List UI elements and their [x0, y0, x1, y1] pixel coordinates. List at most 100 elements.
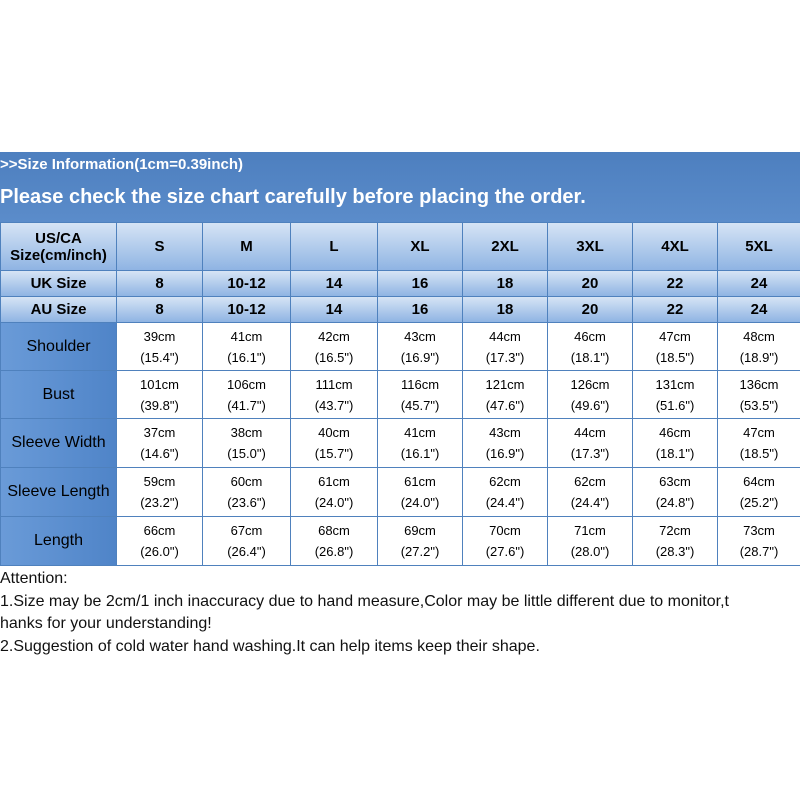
measure-cell: 121cm (47.6")	[462, 370, 548, 419]
measure-cell: 101cm (39.8")	[116, 370, 203, 419]
header-line: Size(cm/inch)	[10, 246, 107, 264]
measure-cell: 42cm (16.5")	[290, 322, 378, 371]
row-label: Sleeve Width	[0, 418, 117, 468]
size-cell: 24	[717, 270, 800, 297]
measure-cell: 46cm (18.1")	[632, 418, 718, 468]
measure-cell: 71cm (28.0")	[547, 516, 633, 566]
inch-value: (28.7")	[739, 544, 779, 559]
cm-value: 47cm	[659, 328, 691, 344]
cm-value: 126cm	[570, 376, 610, 392]
size-cell: 24	[717, 296, 800, 323]
measure-cell: 111cm (43.7")	[290, 370, 378, 419]
size-cell: 22	[632, 296, 718, 323]
cm-value: 70cm	[489, 523, 521, 538]
inch-value: (24.4")	[485, 495, 525, 510]
cm-value: 47cm	[743, 425, 775, 440]
column-header: XL	[377, 222, 463, 271]
cm-value: 66cm	[143, 523, 176, 538]
row-label: Shoulder	[0, 322, 117, 371]
size-cell: 20	[547, 296, 633, 323]
measure-cell: 106cm (41.7")	[202, 370, 291, 419]
inch-value: (49.6")	[570, 397, 610, 413]
column-header: 3XL	[547, 222, 633, 271]
inch-value: (18.1")	[655, 446, 695, 461]
inch-value: (16.9")	[485, 446, 525, 461]
measure-cell: 68cm (26.8")	[290, 516, 378, 566]
inch-value: (39.8")	[140, 397, 179, 413]
inch-value: (53.5")	[739, 397, 779, 413]
inch-value: (16.5")	[314, 349, 354, 365]
size-cell: 18	[462, 296, 548, 323]
inch-value: (45.7")	[400, 397, 440, 413]
cm-value: 46cm	[659, 425, 691, 440]
cm-value: 59cm	[143, 474, 176, 489]
column-header: 5XL	[717, 222, 800, 271]
measure-cell: 70cm (27.6")	[462, 516, 548, 566]
measure-cell: 67cm (26.4")	[202, 516, 291, 566]
inch-value: (18.9")	[739, 349, 779, 365]
header-line: US/CA	[35, 229, 82, 247]
row-label: Sleeve Length	[0, 467, 117, 517]
inch-value: (15.0")	[227, 446, 266, 461]
inch-value: (16.1")	[400, 446, 440, 461]
column-header: M	[202, 222, 291, 271]
cm-value: 116cm	[400, 376, 440, 392]
measure-cell: 64cm (25.2")	[717, 467, 800, 517]
cm-value: 37cm	[143, 425, 176, 440]
cm-value: 111cm	[315, 376, 353, 392]
attention: Attention: 1.Size may be 2cm/1 inch inacc…	[0, 568, 729, 658]
cm-value: 106cm	[226, 376, 267, 392]
measure-cell: 47cm (18.5")	[632, 322, 718, 371]
cm-value: 62cm	[489, 474, 521, 489]
measure-cell: 136cm (53.5")	[717, 370, 800, 419]
cm-value: 72cm	[659, 523, 691, 538]
row-header: AU Size	[0, 296, 117, 323]
inch-value: (17.3")	[570, 446, 610, 461]
column-header: 4XL	[632, 222, 718, 271]
attention-line: 1.Size may be 2cm/1 inch inaccuracy due …	[0, 592, 729, 610]
cm-value: 60cm	[230, 474, 263, 489]
size-table: US/CA Size(cm/inch) S M L XL 2XL 3XL 4XL 5XL UK Si…	[0, 222, 800, 566]
cm-value: 43cm	[404, 328, 436, 344]
size-cell: 18	[462, 270, 548, 297]
cm-value: 73cm	[743, 523, 775, 538]
inch-value: (26.8")	[314, 544, 354, 559]
cm-value: 101cm	[139, 376, 180, 392]
header-bar	[0, 152, 800, 222]
cm-value: 39cm	[143, 328, 176, 344]
measure-cell: 60cm (23.6")	[202, 467, 291, 517]
measure-cell: 40cm (15.7")	[290, 418, 378, 468]
measure-cell: 43cm (16.9")	[377, 322, 463, 371]
cm-value: 43cm	[489, 425, 521, 440]
inch-value: (18.1")	[570, 349, 610, 365]
inch-value: (28.3")	[655, 544, 695, 559]
measure-cell: 73cm (28.7")	[717, 516, 800, 566]
cm-value: 67cm	[230, 523, 263, 538]
measure-cell: 46cm (18.1")	[547, 322, 633, 371]
row-header: UK Size	[0, 270, 117, 297]
inch-value: (43.7")	[314, 397, 354, 413]
inch-value: (28.0")	[570, 544, 610, 559]
size-info: >>Size Information(1cm=0.39inch)	[0, 156, 243, 173]
inch-value: (24.8")	[655, 495, 695, 510]
cm-value: 63cm	[659, 474, 691, 489]
size-cell: 10-12	[202, 296, 291, 323]
measure-cell: 63cm (24.8")	[632, 467, 718, 517]
measure-cell: 62cm (24.4")	[462, 467, 548, 517]
cm-value: 44cm	[574, 425, 606, 440]
inch-value: (27.6")	[485, 544, 525, 559]
inch-value: (47.6")	[485, 397, 525, 413]
inch-value: (17.3")	[485, 349, 525, 365]
inch-value: (41.7")	[227, 397, 266, 413]
cm-value: 121cm	[485, 376, 525, 392]
inch-value: (24.4")	[570, 495, 610, 510]
measure-cell: 61cm (24.0")	[377, 467, 463, 517]
cm-value: 131cm	[655, 376, 695, 392]
measure-cell: 39cm (15.4")	[116, 322, 203, 371]
measure-cell: 43cm (16.9")	[462, 418, 548, 468]
measure-cell: 72cm (28.3")	[632, 516, 718, 566]
attention-line: 2.Suggestion of cold water hand washing.…	[0, 637, 540, 655]
measure-cell: 41cm (16.1")	[377, 418, 463, 468]
inch-value: (25.2")	[739, 495, 779, 510]
measure-cell: 69cm (27.2")	[377, 516, 463, 566]
